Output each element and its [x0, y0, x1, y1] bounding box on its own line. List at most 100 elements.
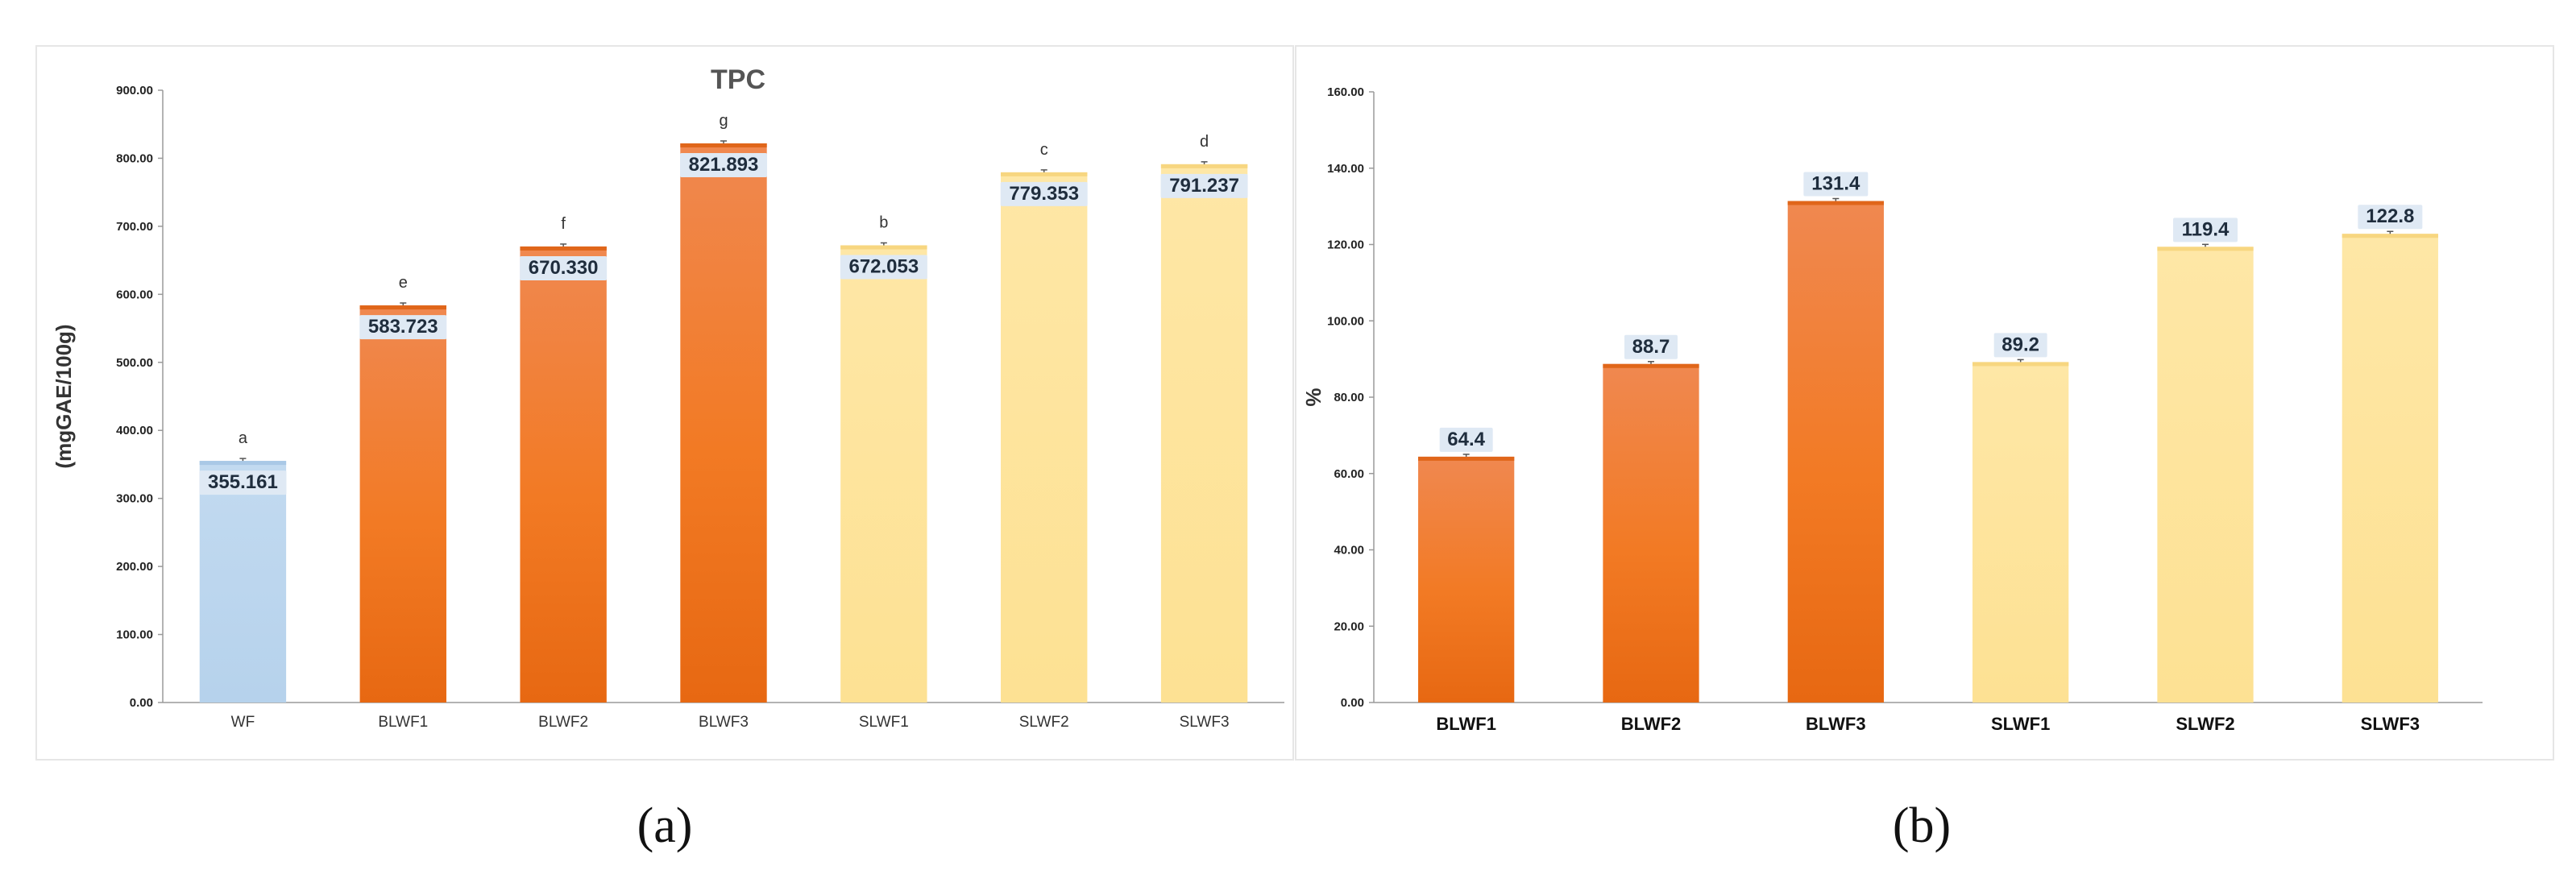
- data-label-bg: [359, 315, 447, 340]
- data-label-bg: [1000, 181, 1088, 206]
- data-label: 355.161: [208, 471, 278, 493]
- data-label-bg: [2358, 205, 2423, 230]
- data-label-bg: [1803, 172, 1869, 197]
- x-tick-label: SLWF2: [1019, 714, 1069, 731]
- y-axis-label: %: [1301, 388, 1325, 406]
- bar-top-edge: [1787, 201, 1884, 205]
- significance-letter: e: [399, 274, 408, 292]
- x-tick-label: SLWF3: [1180, 714, 1230, 731]
- data-label: 64.4: [1447, 429, 1485, 450]
- data-label: 88.7: [1632, 336, 1670, 358]
- y-tick-label: 200.00: [116, 560, 153, 574]
- y-tick-label: 900.00: [116, 84, 153, 97]
- y-tick-label: 160.00: [1327, 85, 1364, 99]
- y-tick-label: 500.00: [116, 356, 153, 370]
- y-axis-label: (mgGAE/100g): [52, 324, 76, 468]
- x-tick-label: SLWF2: [2176, 714, 2234, 734]
- chart-a-svg: 0.00 100.00 200.00 300.00 400.00 500.00 600.00…: [52, 64, 1284, 731]
- significance-letter: b: [879, 213, 888, 231]
- data-label: 670.330: [529, 257, 599, 279]
- x-tick-label: SLWF1: [1991, 714, 2050, 734]
- data-label-bg: [2173, 218, 2238, 242]
- bar: [520, 246, 607, 703]
- bar-top-edge: [1603, 363, 1699, 368]
- chart-panel-b: 0.00 20.00 40.00 60.00 80.00 100.00 120.00 140.…: [1295, 45, 2554, 761]
- bar-top-edge: [2342, 234, 2438, 238]
- y-tick-label: 120.00: [1327, 238, 1364, 252]
- bar: [199, 461, 287, 703]
- x-tick-label: BLWF1: [1436, 714, 1496, 734]
- x-tick-label: BLWF1: [378, 714, 428, 731]
- bar-top-edge: [1418, 456, 1515, 461]
- bar: [1972, 362, 2069, 703]
- chart-panel-a: 0.00 100.00 200.00 300.00 400.00 500.00 600.00…: [35, 45, 1294, 761]
- data-label: 672.053: [848, 255, 919, 277]
- data-label-bg: [1993, 333, 2047, 358]
- bar: [1160, 164, 1248, 703]
- bar: [840, 245, 927, 703]
- bar: [680, 143, 767, 703]
- data-label: 583.723: [368, 316, 438, 338]
- data-label: 821.893: [689, 154, 759, 176]
- bar-top-edge: [680, 143, 767, 147]
- x-tick-label: WF: [231, 714, 255, 731]
- significance-letter: c: [1040, 141, 1048, 159]
- x-tick-label: BLWF3: [1806, 714, 1866, 734]
- x-tick-label: SLWF3: [2361, 714, 2420, 734]
- y-tick-label: 600.00: [116, 288, 153, 301]
- x-tick-label: BLWF3: [699, 714, 749, 731]
- data-label: 122.8: [2366, 205, 2414, 227]
- y-tick-label: 400.00: [116, 424, 153, 437]
- bar-top-edge: [199, 461, 287, 466]
- bar-top-edge: [1001, 172, 1088, 176]
- bar: [1787, 201, 1884, 703]
- y-tick-label: 20.00: [1334, 620, 1364, 633]
- y-tick-label: 100.00: [1327, 314, 1364, 328]
- bar-top-edge: [1972, 362, 2069, 367]
- data-label-bg: [680, 152, 767, 177]
- y-tick-label: 100.00: [116, 628, 153, 642]
- bar-top-edge: [359, 305, 446, 310]
- y-tick-label: 80.00: [1334, 391, 1364, 404]
- chart-title: TPC: [711, 64, 765, 95]
- bar-top-edge: [1160, 164, 1248, 168]
- data-label-bg: [840, 255, 927, 280]
- x-tick-label: BLWF2: [538, 714, 588, 731]
- y-tick-label: 40.00: [1334, 544, 1364, 557]
- y-tick-label: 0.00: [130, 696, 153, 710]
- y-tick-label: 800.00: [116, 151, 153, 165]
- bar-top-edge: [840, 245, 927, 250]
- data-label: 89.2: [2001, 334, 2039, 355]
- data-label-bg: [199, 470, 287, 495]
- bar: [359, 305, 446, 703]
- data-label: 779.353: [1009, 183, 1079, 205]
- bar: [2157, 247, 2254, 703]
- chart-b-svg: 0.00 20.00 40.00 60.00 80.00 100.00 120.00 140.…: [1301, 85, 2483, 734]
- data-label-bg: [1439, 427, 1493, 452]
- bar: [1603, 363, 1699, 703]
- y-tick-label: 700.00: [116, 220, 153, 234]
- panel-label-a: (a): [637, 798, 693, 853]
- significance-letter: a: [239, 429, 248, 447]
- significance-letter: f: [561, 215, 566, 233]
- bar: [1418, 456, 1515, 703]
- y-tick-label: 300.00: [116, 492, 153, 506]
- x-tick-label: SLWF1: [859, 714, 909, 731]
- y-tick-label: 140.00: [1327, 162, 1364, 176]
- data-label-bg: [1624, 334, 1678, 359]
- bar-top-edge: [2157, 247, 2254, 251]
- data-label: 119.4: [2182, 218, 2230, 240]
- bar: [2342, 234, 2438, 703]
- bar-top-edge: [520, 246, 607, 251]
- y-tick-label: 60.00: [1334, 467, 1364, 481]
- panel-label-b: (b): [1892, 798, 1952, 853]
- data-label: 131.4: [1811, 172, 1860, 194]
- data-label-bg: [1160, 173, 1248, 198]
- y-tick-label: 0.00: [1341, 696, 1364, 710]
- data-label-bg: [520, 255, 608, 280]
- data-label: 791.237: [1169, 175, 1239, 197]
- significance-letter: g: [719, 112, 728, 130]
- bar: [1001, 172, 1088, 703]
- significance-letter: d: [1200, 133, 1209, 151]
- x-tick-label: BLWF2: [1621, 714, 1682, 734]
